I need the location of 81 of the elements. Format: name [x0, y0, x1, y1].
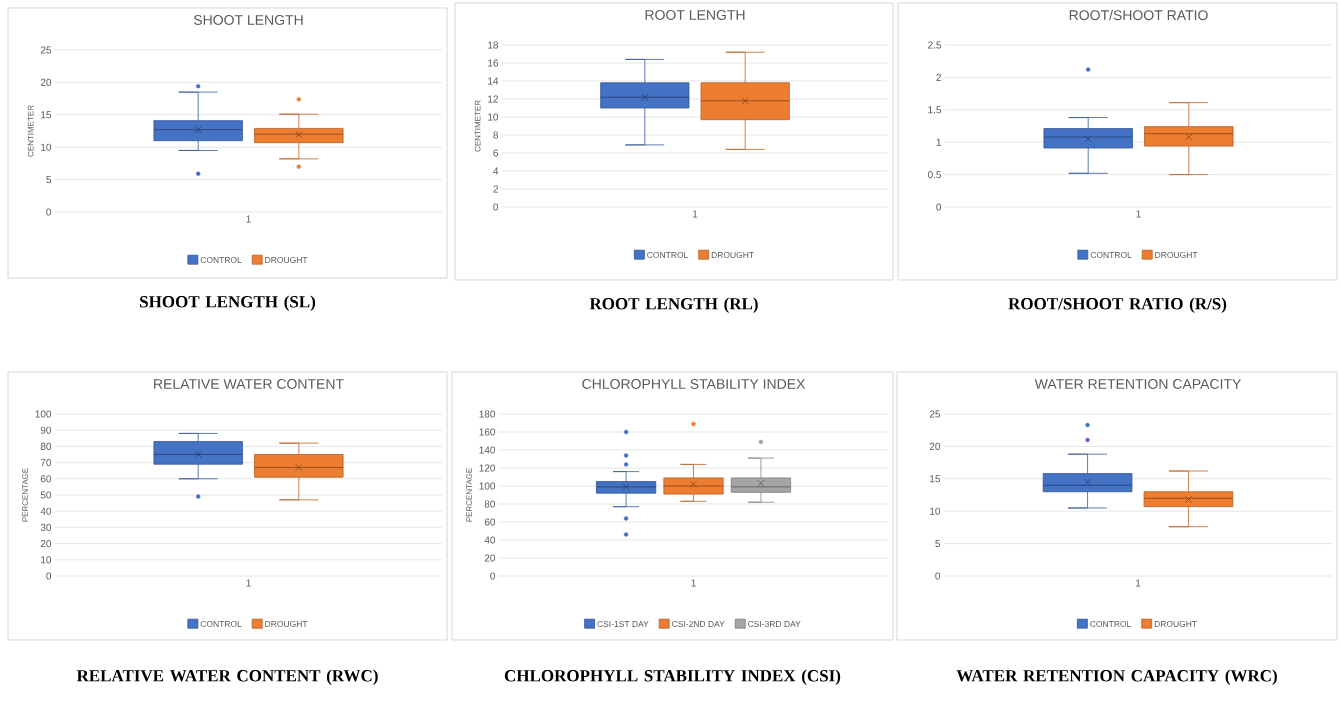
y-tick-label: 6 [493, 149, 499, 157]
y-tick-label: 0.5 [927, 171, 942, 179]
legend-label: CONTROL [1090, 251, 1132, 258]
y-tick-label: 14 [488, 77, 499, 85]
y-axis-title: CENTIMETER [27, 105, 34, 157]
y-tick-label: 60 [484, 518, 496, 526]
y-tick-label: 80 [40, 442, 52, 450]
chart-title: CHLOROPHYLL STABILITY INDEX [582, 379, 806, 389]
legend-label: CONTROL [1090, 620, 1132, 627]
y-tick-label: 160 [479, 428, 496, 436]
y-tick-label: 20 [484, 554, 496, 562]
y-tick-label: 10 [930, 507, 941, 515]
chart-title: ROOT LENGTH [645, 10, 745, 20]
text: SHOOT LENGTH (SL) [140, 295, 316, 311]
y-tick-label: 15 [41, 111, 52, 119]
y-tick-label: 100 [35, 410, 52, 418]
y-tick-label: 10 [41, 556, 52, 564]
y-tick-label: 60 [40, 475, 52, 483]
y-tick-label: 180 [479, 410, 496, 418]
text: ROOT LENGTH (RL) [589, 297, 758, 313]
y-tick-label: 20 [40, 78, 52, 86]
x-tick-label: 1 [1136, 579, 1141, 587]
y-axis-title: CENTIMETER [474, 100, 481, 152]
y-tick-label: 10 [488, 113, 499, 121]
x-tick-label: 1 [691, 579, 696, 587]
legend-label: CSI-3RD DAY [748, 620, 801, 627]
text: ROOT/SHOOT RATIO (R/S) [1008, 297, 1227, 313]
legend-label: CSI-1ST DAY [597, 620, 649, 627]
y-tick-label: 1.5 [928, 106, 942, 114]
y-tick-label: 40 [40, 507, 52, 515]
y-tick-label: 4 [493, 167, 499, 175]
y-tick-label: 0 [490, 572, 496, 580]
legend-label: CONTROL [200, 620, 242, 627]
y-tick-label: 40 [484, 536, 496, 544]
y-tick-label: 5 [46, 176, 52, 184]
y-tick-label: 12 [488, 95, 498, 103]
chart-title: SHOOT LENGTH [193, 15, 303, 25]
legend-label: DROUGHT [711, 251, 754, 258]
y-tick-label: 100 [479, 482, 496, 490]
text: RELATIVE WATER CONTENT (RWC) [76, 669, 378, 685]
y-tick-label: 20 [40, 540, 52, 548]
legend-label: DROUGHT [265, 620, 308, 627]
y-tick-label: 15 [930, 475, 941, 483]
y-tick-label: 18 [488, 41, 499, 49]
y-axis-title: PERCENTAGE [466, 468, 472, 522]
y-tick-label: 70 [40, 459, 52, 467]
y-tick-label: 120 [479, 464, 496, 472]
legend-label: DROUGHT [1155, 251, 1198, 258]
y-tick-label: 5 [935, 540, 941, 548]
x-tick-label: 1 [246, 579, 251, 587]
y-tick-label: 30 [40, 523, 52, 531]
y-tick-label: 50 [40, 491, 52, 499]
y-tick-label: 10 [41, 143, 52, 151]
chart-title: WATER RETENTION CAPACITY [1034, 379, 1242, 389]
y-tick-label: 0 [493, 203, 499, 211]
y-tick-label: 2.5 [928, 41, 942, 49]
y-tick-label: 25 [40, 46, 52, 54]
y-tick-label: 1 [936, 138, 941, 146]
y-tick-label: 80 [484, 500, 496, 508]
y-tick-label: 2 [493, 185, 498, 193]
legend-label: CONTROL [200, 256, 242, 263]
chart-title: ROOT/SHOOT RATIO [1069, 9, 1208, 21]
y-tick-label: 2 [936, 73, 941, 81]
y-tick-label: 20 [929, 442, 941, 450]
y-tick-label: 90 [40, 426, 52, 434]
legend-label: DROUGHT [265, 256, 308, 263]
y-tick-label: 0 [46, 572, 52, 580]
legend-label: CSI-2ND DAY [672, 620, 725, 627]
y-tick-label: 16 [488, 59, 499, 67]
y-tick-label: 8 [493, 131, 499, 139]
y-tick-label: 0 [935, 572, 941, 580]
chart-title: RELATIVE WATER CONTENT [154, 379, 344, 389]
y-tick-label: 0 [46, 208, 52, 216]
legend-label: CONTROL [647, 251, 689, 258]
text: WATER RETENTION CAPACITY (WRC) [956, 669, 1277, 685]
y-axis-title: PERCENTAGE [22, 468, 28, 522]
text: CHLOROPHYLL STABILITY INDEX (CSI) [504, 669, 841, 685]
y-tick-label: 25 [929, 410, 941, 418]
y-tick-label: 0 [936, 203, 942, 211]
legend-label: DROUGHT [1154, 620, 1197, 627]
y-tick-label: 140 [479, 446, 496, 454]
